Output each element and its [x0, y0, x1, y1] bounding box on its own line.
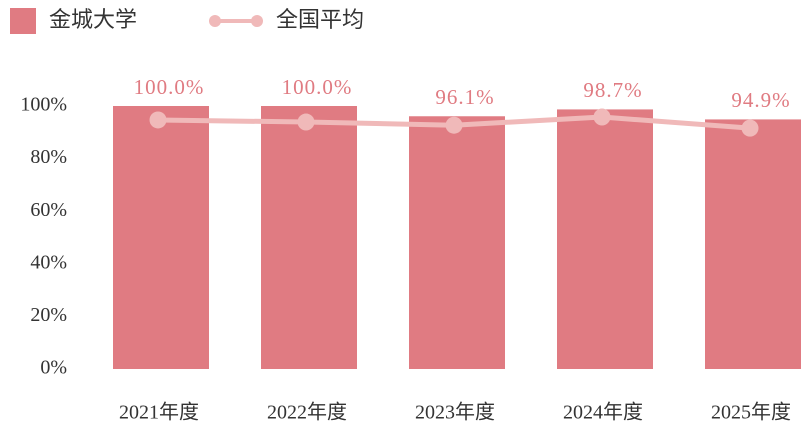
- bar: [557, 109, 653, 369]
- y-tick-label: 80%: [30, 146, 67, 168]
- bar: [705, 119, 801, 370]
- y-tick-label: 20%: [30, 304, 67, 326]
- y-tick-label: 60%: [30, 199, 67, 221]
- y-tick-label: 40%: [30, 251, 67, 273]
- bar: [261, 106, 357, 369]
- y-tick-label: 100%: [20, 94, 67, 116]
- line-point: [149, 111, 167, 129]
- value-label: 98.7%: [583, 78, 642, 102]
- line-point: [593, 108, 611, 126]
- value-label: 94.9%: [731, 88, 790, 112]
- value-label: 100.0%: [134, 75, 205, 99]
- value-label: 100.0%: [282, 75, 353, 99]
- line-point: [741, 119, 759, 137]
- line-point: [297, 113, 315, 131]
- y-tick-label: 0%: [40, 357, 67, 379]
- line-point: [445, 116, 463, 134]
- legend-label: 金城大学: [49, 7, 137, 32]
- x-tick-label: 2025年度: [711, 401, 791, 424]
- legend-swatch: [10, 8, 36, 34]
- legend-swatch: [209, 15, 221, 27]
- legend-swatch: [251, 15, 263, 27]
- x-tick-label: 2023年度: [415, 401, 495, 424]
- legend-label: 全国平均: [276, 7, 364, 32]
- bar: [409, 116, 505, 369]
- value-label: 96.1%: [435, 85, 494, 109]
- bar: [113, 106, 209, 369]
- x-tick-label: 2022年度: [267, 401, 347, 424]
- x-tick-label: 2024年度: [563, 401, 643, 424]
- x-tick-label: 2021年度: [119, 401, 199, 424]
